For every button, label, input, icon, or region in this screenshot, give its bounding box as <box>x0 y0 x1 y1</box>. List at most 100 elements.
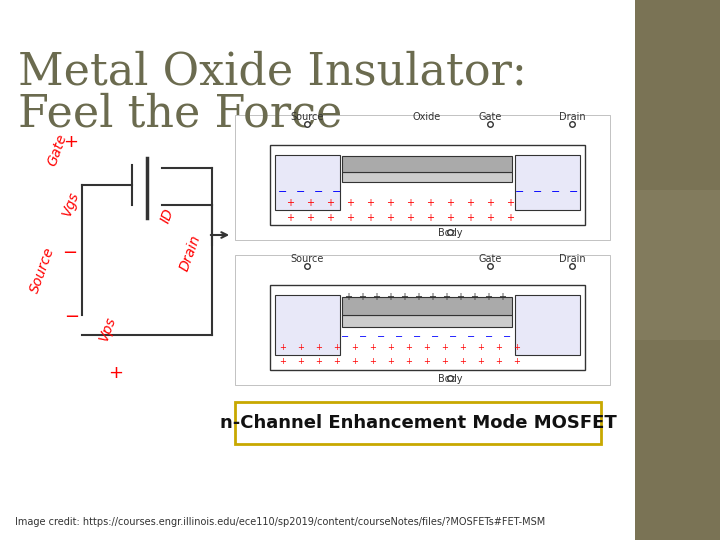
Text: ID: ID <box>158 206 176 225</box>
Text: +: + <box>506 213 514 223</box>
Text: +: + <box>446 198 454 208</box>
Text: +: + <box>466 213 474 223</box>
Text: +: + <box>423 356 431 366</box>
Bar <box>342 297 512 315</box>
Bar <box>342 172 512 182</box>
Text: −: − <box>485 332 493 342</box>
Text: Gate: Gate <box>478 254 502 264</box>
Text: +: + <box>358 292 366 302</box>
Text: +: + <box>386 213 394 223</box>
Text: +: + <box>426 198 434 208</box>
Text: Body: Body <box>438 228 462 238</box>
Bar <box>275 155 340 210</box>
Text: +: + <box>108 364 123 382</box>
Text: +: + <box>333 343 341 353</box>
Bar <box>235 115 610 240</box>
Text: Drain: Drain <box>177 233 203 273</box>
Bar <box>342 315 512 327</box>
Text: +: + <box>306 213 314 223</box>
Text: +: + <box>470 292 478 302</box>
Text: +: + <box>442 292 450 302</box>
Text: −: − <box>359 332 367 342</box>
Text: Feel the Force: Feel the Force <box>18 92 343 135</box>
Text: Gate: Gate <box>478 112 502 122</box>
Text: +: + <box>406 198 414 208</box>
Bar <box>275 295 340 355</box>
Text: +: + <box>369 343 377 353</box>
Bar <box>235 255 610 385</box>
Text: −: − <box>431 332 439 342</box>
Text: +: + <box>484 292 492 302</box>
Text: +: + <box>326 198 334 208</box>
Text: −: − <box>552 187 561 197</box>
Bar <box>515 295 580 355</box>
Text: +: + <box>351 356 359 366</box>
Text: Source: Source <box>290 112 324 122</box>
Text: −: − <box>534 187 543 197</box>
Text: Oxide: Oxide <box>413 112 441 122</box>
Text: +: + <box>369 356 377 366</box>
Bar <box>635 0 720 540</box>
Text: n-Channel Enhancement Mode MOSFET: n-Channel Enhancement Mode MOSFET <box>220 414 616 432</box>
Text: −: − <box>467 332 475 342</box>
Text: +: + <box>486 198 494 208</box>
Text: +: + <box>344 292 352 302</box>
Text: +: + <box>477 343 485 353</box>
Text: −: − <box>341 332 349 342</box>
Text: +: + <box>513 356 521 366</box>
Text: +: + <box>63 133 78 151</box>
Text: +: + <box>466 198 474 208</box>
Text: +: + <box>477 356 485 366</box>
Text: Image credit: https://courses.engr.illinois.edu/ece110/sp2019/content/courseNote: Image credit: https://courses.engr.illin… <box>15 517 545 527</box>
Text: +: + <box>428 292 436 302</box>
Text: Metal Oxide Insulator:: Metal Oxide Insulator: <box>18 50 527 93</box>
Text: −: − <box>413 332 421 342</box>
Text: +: + <box>346 213 354 223</box>
FancyBboxPatch shape <box>235 402 601 444</box>
Text: +: + <box>372 292 380 302</box>
Text: +: + <box>387 343 395 353</box>
Text: +: + <box>506 198 514 208</box>
Text: −: − <box>377 332 385 342</box>
Text: Drain: Drain <box>559 112 585 122</box>
Text: +: + <box>498 292 506 302</box>
Text: +: + <box>406 213 414 223</box>
Text: +: + <box>326 213 334 223</box>
Text: −: − <box>395 332 403 342</box>
Text: +: + <box>495 343 503 353</box>
Text: +: + <box>441 356 449 366</box>
Bar <box>342 156 512 172</box>
Text: +: + <box>423 343 431 353</box>
Text: +: + <box>426 213 434 223</box>
Text: +: + <box>495 356 503 366</box>
Text: +: + <box>306 198 314 208</box>
Bar <box>635 190 720 340</box>
Text: −: − <box>516 187 525 197</box>
Text: Vps: Vps <box>97 314 119 343</box>
Text: +: + <box>414 292 422 302</box>
Text: Drain: Drain <box>559 254 585 264</box>
Text: +: + <box>405 356 413 366</box>
Text: Gate: Gate <box>45 132 70 168</box>
Text: +: + <box>333 356 341 366</box>
Text: +: + <box>351 343 359 353</box>
Text: +: + <box>446 213 454 223</box>
Text: +: + <box>459 356 467 366</box>
Text: Source: Source <box>290 254 324 264</box>
Text: +: + <box>279 356 287 366</box>
Text: +: + <box>346 198 354 208</box>
Text: +: + <box>459 343 467 353</box>
Text: Vgs: Vgs <box>60 189 82 218</box>
Text: −: − <box>297 187 306 197</box>
Text: −: − <box>315 187 324 197</box>
Text: −: − <box>503 332 511 342</box>
Text: +: + <box>366 198 374 208</box>
Text: +: + <box>286 198 294 208</box>
Text: +: + <box>405 343 413 353</box>
Bar <box>270 145 585 225</box>
Text: Body: Body <box>438 374 462 384</box>
Text: +: + <box>279 343 287 353</box>
Text: Source: Source <box>28 245 58 295</box>
Text: +: + <box>286 213 294 223</box>
Text: −: − <box>64 308 79 326</box>
